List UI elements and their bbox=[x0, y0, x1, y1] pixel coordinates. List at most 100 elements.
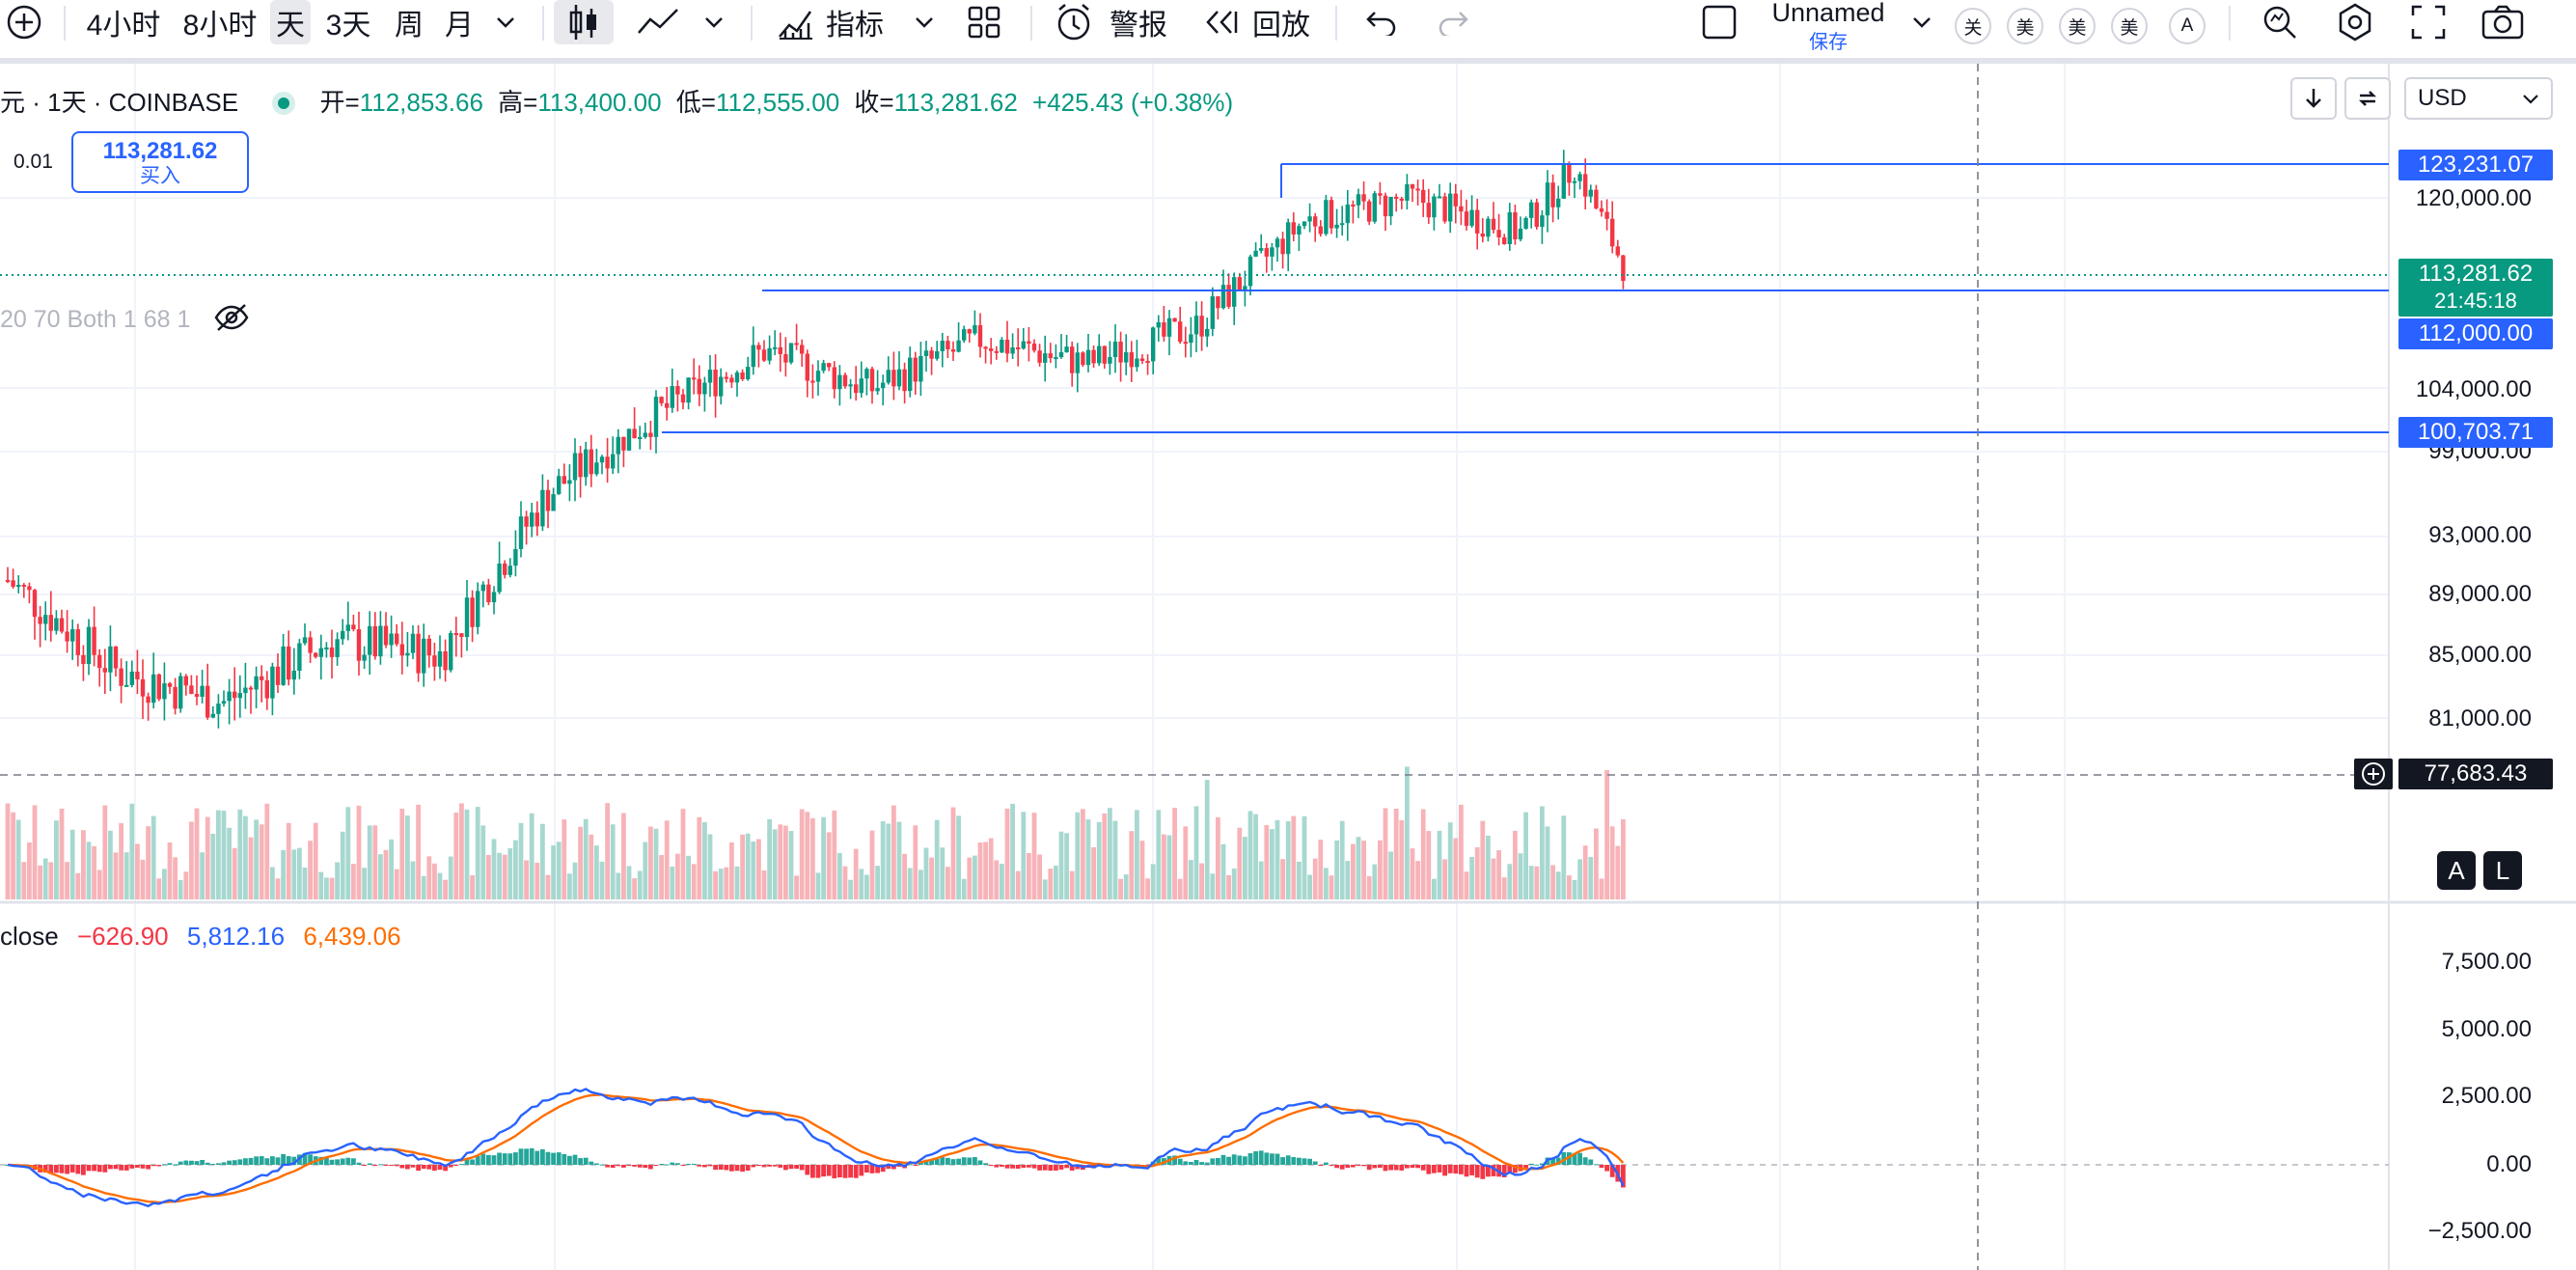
layout-save-label[interactable]: 保存 bbox=[1809, 32, 1848, 53]
candle-body bbox=[329, 647, 335, 657]
candle-body bbox=[324, 647, 329, 649]
macd-histogram-bar bbox=[1069, 1165, 1075, 1172]
hidden-eye-icon[interactable] bbox=[214, 303, 249, 339]
round-button-close[interactable]: 关 bbox=[1955, 8, 1991, 44]
change-value: +425.43 (+0.38%) bbox=[1032, 88, 1234, 117]
volume-bar bbox=[1183, 826, 1189, 899]
settings-gear-icon[interactable] bbox=[2333, 0, 2377, 44]
indicator-legend[interactable]: 20 70 Both 1 68 1 bbox=[0, 303, 249, 339]
candle-body bbox=[1491, 218, 1496, 231]
interval-week[interactable]: 周 bbox=[395, 10, 424, 41]
candle-body bbox=[167, 683, 173, 687]
auto-scale-button[interactable]: A bbox=[2437, 851, 2476, 890]
indicators-chevron-down-icon[interactable] bbox=[907, 0, 942, 44]
layout-checkbox-icon[interactable] bbox=[1700, 0, 1739, 44]
macd-histogram-bar bbox=[329, 1159, 335, 1165]
interval-8h[interactable]: 8小时 bbox=[182, 10, 258, 41]
undo-icon[interactable] bbox=[1360, 0, 1403, 44]
candle-body bbox=[854, 384, 859, 394]
candle-body bbox=[156, 674, 161, 700]
macd-histogram-bar bbox=[135, 1165, 140, 1168]
volume-bar bbox=[1162, 834, 1166, 899]
level-tag-top[interactable]: 123,231.07 bbox=[2398, 150, 2553, 180]
alert-button[interactable]: 警报 bbox=[1110, 10, 1167, 41]
round-button-us-2[interactable]: 美 bbox=[2059, 8, 2096, 44]
candle-body bbox=[1486, 218, 1491, 237]
candle-body bbox=[21, 584, 26, 587]
add-symbol-icon[interactable] bbox=[2, 0, 46, 44]
macd-histogram-bar bbox=[1334, 1165, 1339, 1169]
candle-body bbox=[1502, 236, 1507, 244]
volume-bar bbox=[1426, 831, 1432, 899]
crosshair-add-icon[interactable] bbox=[2354, 759, 2393, 789]
log-scale-button[interactable]: L bbox=[2483, 851, 2522, 890]
candle-body bbox=[572, 453, 578, 481]
level-tag-mid[interactable]: 112,000.00 bbox=[2398, 318, 2553, 349]
layouts-grid-icon[interactable] bbox=[963, 0, 1005, 44]
line-chevron-down-icon[interactable] bbox=[697, 0, 731, 44]
candle-body bbox=[729, 377, 734, 383]
macd-histogram-bar bbox=[826, 1165, 832, 1176]
candle-body bbox=[1572, 180, 1577, 183]
candle-body bbox=[416, 633, 421, 674]
macd-histogram-bar bbox=[686, 1164, 691, 1166]
macd-histogram-bar bbox=[1507, 1165, 1513, 1173]
volume-bar bbox=[1345, 861, 1351, 899]
candle-body bbox=[1274, 238, 1280, 248]
level-tag-low[interactable]: 100,703.71 bbox=[2398, 417, 2553, 448]
arrow-down-icon[interactable] bbox=[2290, 77, 2337, 120]
round-button-us-1[interactable]: 美 bbox=[2007, 8, 2043, 44]
volume-bar bbox=[162, 869, 167, 899]
fullscreen-icon[interactable] bbox=[2406, 0, 2451, 44]
candle-body bbox=[767, 347, 772, 361]
buy-button[interactable]: 113,281.62 买入 bbox=[71, 131, 249, 193]
symbol-title[interactable]: 元 · 1天 · COINBASE bbox=[0, 88, 239, 117]
macd-histogram-bar bbox=[1291, 1157, 1297, 1165]
alert-clock-icon[interactable] bbox=[1052, 0, 1096, 44]
replay-icon[interactable] bbox=[1202, 0, 1241, 44]
volume-bar bbox=[1231, 868, 1237, 899]
macd-histogram-bar bbox=[156, 1165, 162, 1167]
volume-bar bbox=[1189, 860, 1193, 899]
candle-body bbox=[545, 489, 551, 511]
candle-body bbox=[648, 432, 653, 437]
redo-icon[interactable] bbox=[1432, 0, 1474, 44]
line-tool-icon[interactable] bbox=[629, 0, 687, 44]
interval-month[interactable]: 月 bbox=[445, 10, 474, 41]
round-button-a[interactable]: A bbox=[2169, 8, 2206, 44]
macd-histogram-bar bbox=[1540, 1163, 1545, 1165]
volume-bar bbox=[1145, 878, 1150, 899]
candles-icon[interactable] bbox=[554, 0, 614, 44]
candle-body bbox=[1432, 196, 1437, 218]
candle-body bbox=[616, 436, 620, 455]
round-button-us-3[interactable]: 美 bbox=[2111, 8, 2148, 44]
camera-snapshot-icon[interactable] bbox=[2478, 0, 2528, 44]
interval-4h[interactable]: 4小时 bbox=[86, 10, 161, 41]
quick-search-icon[interactable] bbox=[2258, 0, 2302, 44]
volume-bar bbox=[1588, 856, 1594, 899]
candle-body bbox=[1469, 209, 1474, 226]
volume-bar bbox=[200, 852, 205, 899]
interval-3d[interactable]: 3天 bbox=[325, 10, 371, 41]
replay-button[interactable]: 回放 bbox=[1252, 10, 1310, 41]
indicators-button[interactable]: 指标 bbox=[826, 10, 884, 41]
macd-histogram-bar bbox=[42, 1165, 48, 1173]
sync-icon[interactable] bbox=[2344, 77, 2391, 120]
macd-histogram-bar bbox=[1280, 1157, 1285, 1165]
volume-bar bbox=[589, 834, 594, 899]
volume-bar bbox=[1216, 816, 1220, 899]
volume-bar bbox=[659, 854, 664, 899]
interval-chevron-down-icon[interactable] bbox=[488, 0, 523, 44]
macd-histogram-bar bbox=[281, 1153, 286, 1165]
layout-name[interactable]: Unnamed bbox=[1771, 0, 1885, 27]
layout-chevron-down-icon[interactable] bbox=[1905, 0, 1939, 44]
volume-bar bbox=[1366, 875, 1372, 899]
interval-1d[interactable]: 天 bbox=[270, 0, 311, 44]
currency-select[interactable]: USD bbox=[2404, 77, 2553, 120]
indicators-icon[interactable] bbox=[772, 0, 818, 44]
candle-body bbox=[918, 355, 923, 382]
candle-body bbox=[275, 666, 281, 685]
candle-body bbox=[956, 340, 961, 352]
candle-body bbox=[524, 516, 529, 527]
